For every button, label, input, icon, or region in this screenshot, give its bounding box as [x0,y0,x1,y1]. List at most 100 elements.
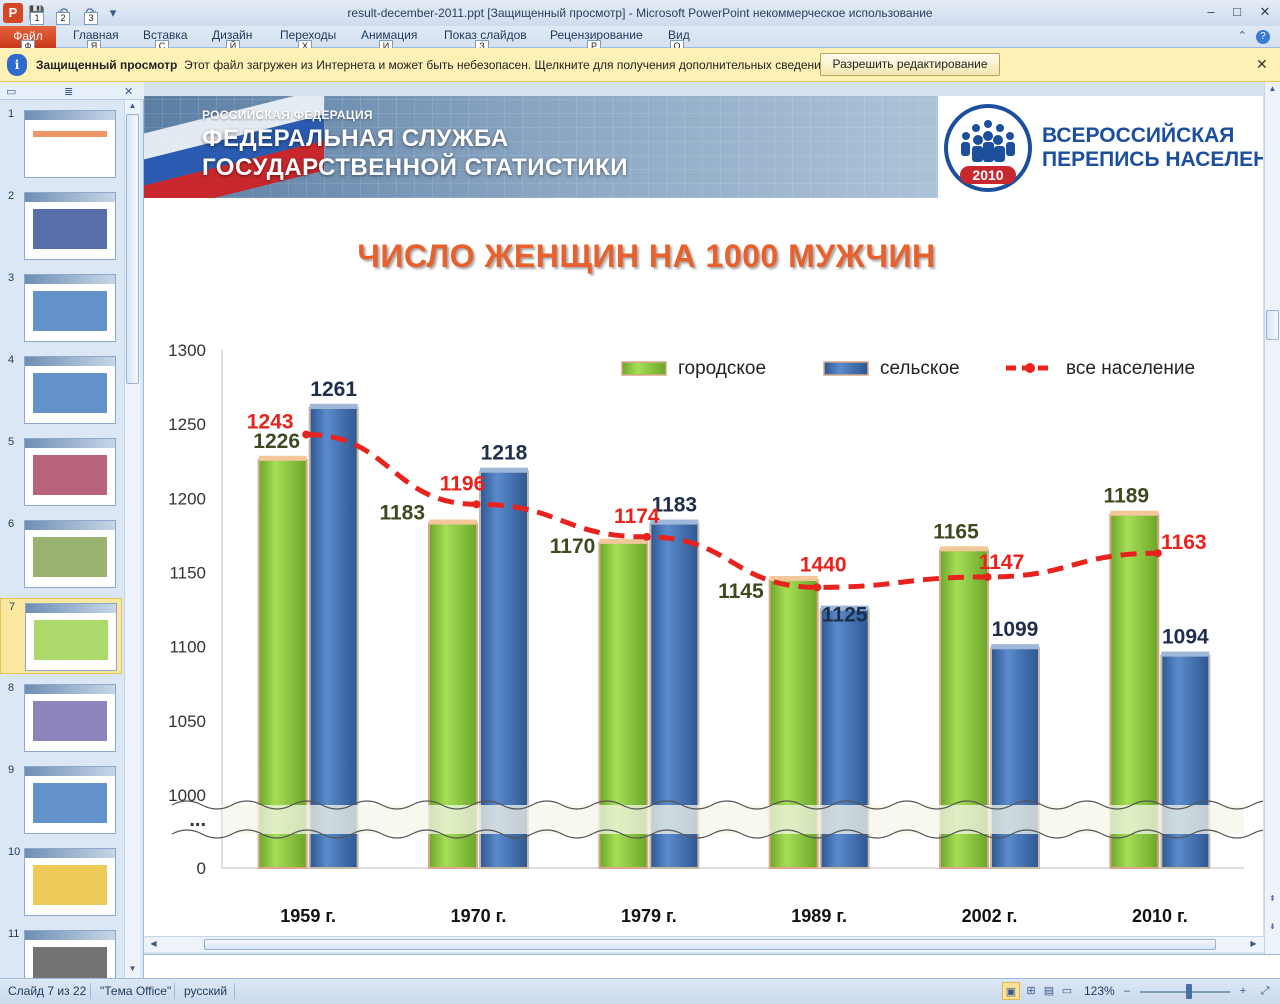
legend-label: сельское [880,358,960,379]
title-bar: P 💾 1 ↶ 2 ↷ 3 ▾ result-december-2011.ppt… [0,0,1280,26]
slide-thumbnail-preview [24,110,116,178]
vertical-scrollbar[interactable]: ▲ ⇞ ⇟ [1264,82,1280,954]
close-pane-icon[interactable]: ✕ [124,85,133,98]
theme-name[interactable]: "Тема Office" [100,984,171,998]
slide-thumbnail-preview [24,356,116,424]
minimize-ribbon-icon[interactable]: ⌃ [1238,30,1247,42]
slides-tab-icon[interactable]: ▭ [6,85,16,98]
slide-thumbnail-number: 7 [9,601,15,613]
horizontal-scrollbar[interactable]: ◀ ▶ [144,936,1264,952]
ribbon-tabs: Файл Ф Главная Я Вставка С Дизайн Й Пере… [0,26,1280,48]
bar-urban-top [1110,511,1158,516]
slide-counter: Слайд 7 из 22 [8,984,86,998]
hscroll-right-icon[interactable]: ▶ [1248,939,1259,951]
slide-canvas[interactable]: РОССИЙСКАЯ ФЕДЕРАЦИЯ ФЕДЕРАЛЬНАЯ СЛУЖБА … [144,96,1263,936]
protected-view-title: Защищенный просмотр [36,58,177,72]
slides-pane-scrollbar[interactable]: ▲ ▼ [124,100,140,978]
close-protected-bar-icon[interactable]: ✕ [1256,56,1268,73]
slide-thumbnail[interactable]: 8 [0,680,122,756]
slide-thumbnail[interactable]: 6 [0,516,122,592]
zoom-out-button[interactable]: – [1118,982,1136,1000]
slide-thumbnail[interactable]: 4 [0,352,122,428]
rural-value-label: 1099 [992,618,1039,641]
scroll-up-arrow-icon[interactable]: ▲ [127,101,138,113]
horizontal-scroll-thumb[interactable] [204,939,1216,950]
urban-value-label: 1145 [718,580,764,603]
reading-view-icon[interactable]: ▤ [1040,982,1058,1000]
slide-thumbnail[interactable]: 2 [0,188,122,264]
slideshow-view-icon[interactable]: ▭ [1058,982,1076,1000]
next-slide-icon[interactable]: ⇟ [1267,922,1278,934]
legend-swatch [622,362,666,375]
protected-view-message[interactable]: Этот файл загружен из Интернета и может … [184,58,831,72]
slide-thumbnail-number: 9 [8,764,14,776]
minimize-button[interactable]: – [1198,2,1224,22]
zoom-in-button[interactable]: + [1234,982,1252,1000]
slide-thumbnail-preview [24,766,116,834]
urban-value-label: 1183 [379,502,425,525]
notes-pane[interactable] [144,954,1280,978]
slide-thumbnail-preview [25,603,117,671]
slide-thumbnail-number: 10 [8,846,20,858]
prev-slide-icon[interactable]: ⇞ [1267,894,1278,906]
slide-thumbnail-number: 3 [8,272,14,284]
rural-value-label: 1094 [1162,626,1209,649]
total-population-point [984,573,992,581]
sex-ratio-chart: 1300125012001150110010501000...01959 г. 1… [144,96,1263,936]
total-population-point [813,583,821,591]
scroll-down-arrow-icon[interactable]: ▼ [127,964,138,976]
slide-thumbnail-number: 4 [8,354,14,366]
slide-thumbnail-number: 1 [8,108,14,120]
total-population-point [643,533,651,541]
urban-value-label: 1165 [933,520,979,543]
slide-thumbnail[interactable]: 9 [0,762,122,838]
protected-view-bar[interactable]: i Защищенный просмотр Этот файл загружен… [0,48,1280,82]
slide-thumbnail[interactable]: 10 [0,844,122,920]
slide-thumbnail-preview [24,438,116,506]
slide-thumbnail[interactable]: 3 [0,270,122,346]
enable-editing-button[interactable]: Разрешить редактирование [820,53,1000,76]
x-category-label: 1959 г. [280,906,336,926]
window-title: result-december-2011.ppt [Защищенный про… [0,6,1280,20]
slide-thumbnail[interactable]: 5 [0,434,122,510]
normal-view-icon[interactable]: ▣ [1002,982,1020,1000]
status-divider [174,983,175,999]
slide-sorter-icon[interactable]: ⊞ [1022,982,1040,1000]
y-tick-label: 1150 [169,564,206,583]
total-population-point [302,431,310,439]
zoom-slider[interactable] [1140,991,1230,993]
zoom-level[interactable]: 123% [1084,984,1115,998]
zoom-slider-handle[interactable] [1186,984,1192,999]
help-icon[interactable]: ? [1256,30,1270,44]
language-indicator[interactable]: русский [184,984,227,998]
ribbon-right-controls: ⌃ ? [1238,29,1270,44]
status-divider [234,983,235,999]
bar-rural [991,648,1039,868]
bar-rural-top [1161,652,1209,657]
bar-rural-top [480,468,528,473]
y-tick-label: 0 [197,859,206,878]
legend-label: все население [1066,358,1195,379]
slide-thumbnail-preview [24,192,116,260]
y-tick-label: 1200 [168,489,206,508]
vertical-scroll-thumb[interactable] [1266,310,1279,340]
vscroll-up-icon[interactable]: ▲ [1267,84,1278,96]
slide-thumbnail[interactable]: 1 [0,106,122,182]
slide-thumbnail[interactable]: 7 [0,598,122,674]
legend-swatch [824,362,868,375]
fit-to-window-icon[interactable]: ⤢ [1256,982,1274,1000]
close-window-button[interactable]: ✕ [1252,2,1278,22]
urban-value-label: 1170 [550,535,596,558]
hscroll-left-icon[interactable]: ◀ [148,939,159,951]
y-tick-label: 1050 [168,712,206,731]
legend-label: городское [678,358,766,379]
maximize-button[interactable]: □ [1224,2,1250,22]
x-category-label: 1979 г. [621,906,677,926]
x-category-label: 1989 г. [791,906,847,926]
outline-tab-icon[interactable]: ≣ [64,85,73,98]
slides-pane-scroll-thumb[interactable] [126,114,139,384]
y-tick-label: 1300 [168,341,206,360]
bar-rural [310,408,358,868]
legend-swatch-marker [1025,363,1035,373]
y-tick-label: 1100 [169,638,206,657]
